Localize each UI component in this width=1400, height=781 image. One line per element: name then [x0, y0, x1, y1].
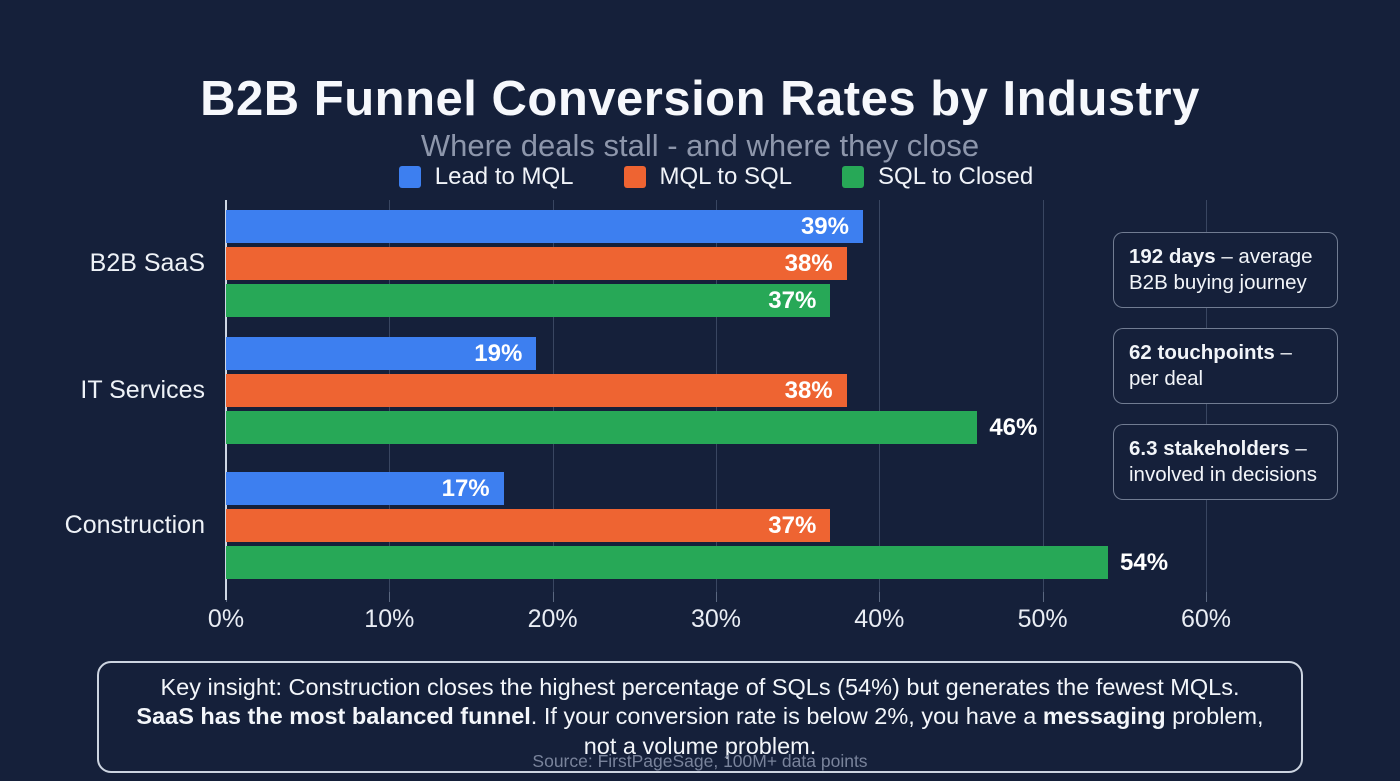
legend-label: Lead to MQL — [434, 163, 574, 190]
stat-card-value: 62 touchpoints — [1129, 341, 1275, 365]
axis-tick — [389, 592, 391, 602]
stat-card-value: 6.3 stakeholders — [1129, 437, 1290, 461]
axis-tick — [716, 592, 717, 602]
insight-bold-text: messaging — [1042, 703, 1166, 730]
axis-tick-label: 20% — [527, 605, 578, 633]
bar-value-label: 17% — [441, 475, 490, 502]
bar-mql-to-sql-b2b-saas: 38% — [226, 247, 847, 280]
legend-item-mql-to-sql: MQL to SQL — [623, 163, 793, 191]
bar-value-label: 46% — [989, 414, 1038, 441]
bar-value-label: 38% — [784, 377, 833, 404]
insight-bold-text: SaaS has the most balanced funnel — [136, 703, 531, 730]
page-subtitle: Where deals stall - and where they close — [420, 127, 980, 163]
bar-chart: 0% 10% 20% 30% 40% 50% 60% B2B SaaS 39% 38% 37% IT … — [65, 200, 1231, 633]
legend-item-lead-to-mql: Lead to MQL — [398, 163, 574, 191]
bar-sql-to-closed-construction: 54% — [226, 546, 1168, 579]
bar-value-label: 38% — [784, 250, 833, 277]
legend-label: SQL to Closed — [878, 163, 1034, 190]
bar-value-label: 37% — [768, 287, 817, 314]
insight-text: . If your conversion rate is below 2%, y… — [530, 703, 1043, 730]
key-insight-box: Key insight: Construction closes the hig… — [97, 661, 1303, 774]
bar-lead-to-mql-b2b-saas: 39% — [226, 210, 863, 243]
category-label-b2b-saas: B2B SaaS — [89, 248, 205, 277]
category-label-construction: Construction — [64, 510, 205, 539]
axis-tick — [1042, 592, 1044, 602]
stat-card-192-days: 192 days – average B2B buying journey — [1113, 232, 1338, 309]
gridline — [879, 200, 881, 592]
insight-text: Key insight: Construction closes the hig… — [160, 674, 1240, 700]
legend-label: MQL to SQL — [659, 163, 793, 190]
bar-lead-to-mql-construction: 17% — [226, 472, 504, 505]
axis-tick — [879, 592, 881, 602]
legend-item-sql-to-closed: SQL to Closed — [842, 163, 1033, 191]
bar-sql-to-closed-it-services: 46% — [226, 411, 1037, 444]
stat-card-6-3-stakeholders: 6.3 stakeholders – involved in decisions — [1113, 424, 1338, 501]
category-label-it-services: IT Services — [80, 375, 205, 404]
bar-value-label: 39% — [800, 213, 849, 240]
key-insight-text: Key insight: Construction closes the hig… — [133, 673, 1267, 761]
axis-tick-label: 60% — [1180, 605, 1232, 633]
axis-tick-label: 10% — [364, 605, 415, 633]
axis-tick-label: 0% — [207, 605, 245, 633]
bar-mql-to-sql-construction: 37% — [226, 509, 831, 542]
axis-tick — [1206, 592, 1207, 602]
stat-card-62-touchpoints: 62 touchpoints – per deal — [1113, 328, 1338, 405]
axis-tick-label: 30% — [690, 605, 742, 633]
legend-swatch-lead-to-mql — [398, 166, 421, 188]
chart-legend: Lead to MQL MQL to SQL SQL to Closed — [226, 163, 1206, 191]
stat-card-value: 192 days — [1129, 245, 1216, 268]
bar-sql-to-closed-b2b-saas: 37% — [226, 284, 831, 317]
legend-swatch-mql-to-sql — [623, 166, 646, 188]
axis-tick-label: 40% — [854, 605, 905, 633]
bar-value-label: 54% — [1120, 549, 1169, 576]
page-title: B2B Funnel Conversion Rates by Industry — [200, 71, 1200, 126]
axis-tick-label: 50% — [1017, 605, 1068, 633]
bar-value-label: 37% — [768, 512, 817, 539]
bar-mql-to-sql-it-services: 38% — [226, 374, 847, 407]
gridline — [1042, 200, 1044, 592]
insight-text: problem, not a volume problem. — [583, 703, 1264, 759]
bar-value-label: 19% — [474, 340, 523, 367]
axis-tick — [552, 592, 554, 602]
legend-swatch-sql-to-closed — [842, 166, 865, 188]
source-note: Source: FirstPageSage, 100M+ data points — [532, 751, 868, 771]
bar-lead-to-mql-it-services: 19% — [226, 337, 537, 370]
stat-cards: 192 days – average B2B buying journey 62 … — [1113, 232, 1338, 520]
